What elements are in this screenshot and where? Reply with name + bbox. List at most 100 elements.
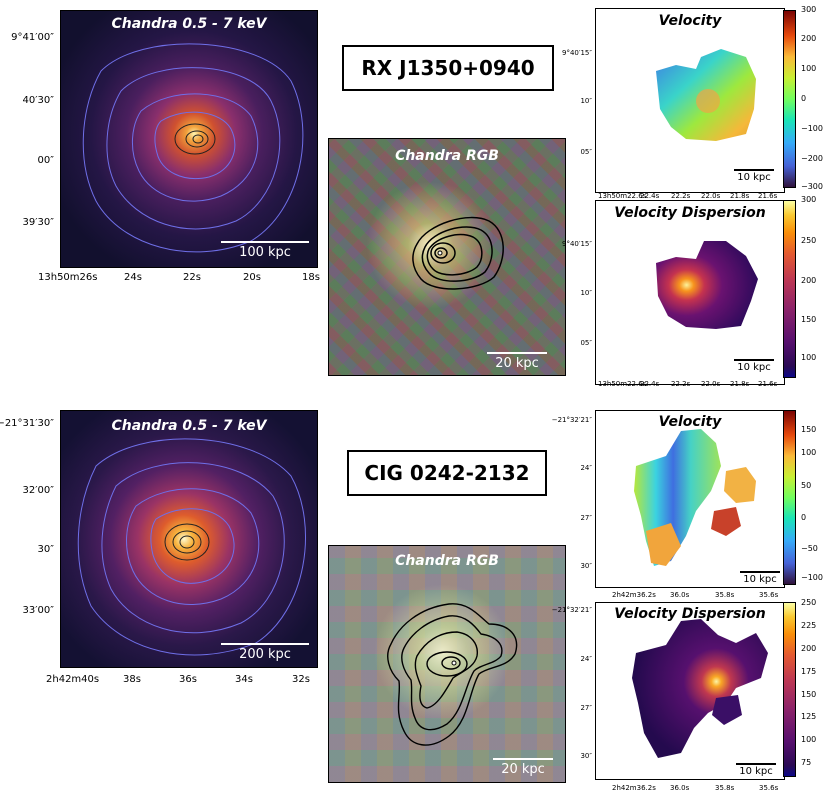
top-dispersion-ra-tick-3: 22.0s bbox=[701, 380, 721, 388]
top-xray-ra-tick-0: 13h50m26s bbox=[38, 272, 98, 283]
bottom-velocity-ra-tick-0: 2h42m36.2s bbox=[612, 591, 656, 599]
bottom-xray-dec-tick-2: 30″ bbox=[37, 544, 54, 555]
scale-line bbox=[221, 643, 309, 645]
scale-line bbox=[734, 359, 774, 361]
top-dispersion-cbar-tick-4: 100 bbox=[801, 353, 817, 362]
top-dispersion-ra-tick-2: 22.2s bbox=[671, 380, 691, 388]
top-dispersion-cbar-tick-0: 300 bbox=[801, 195, 817, 204]
bottom-dispersion-ra-tick-2: 35.8s bbox=[715, 784, 735, 792]
bottom-xray-title: Chandra 0.5 - 7 keV bbox=[111, 418, 267, 434]
top-xray-dec-tick-2: 00″ bbox=[37, 155, 54, 166]
bottom-velocity-blob bbox=[634, 429, 756, 566]
top-dispersion-ra-tick-0: 13h50m22.6s bbox=[598, 380, 647, 388]
top-dispersion-scale-label: 10 kpc bbox=[737, 361, 771, 373]
top-velocity-cbar-tick-1: 200 bbox=[801, 34, 817, 43]
bottom-dispersion-dec-tick-2: 27″ bbox=[580, 704, 592, 712]
bottom-velocity-dec-tick-1: 24″ bbox=[580, 464, 592, 472]
top-xray-ra-tick-2: 22s bbox=[183, 272, 201, 283]
bottom-dispersion-map: Velocity Dispersion 10 kpc bbox=[595, 602, 785, 780]
top-dispersion-cbar-tick-2: 200 bbox=[801, 276, 817, 285]
bottom-rgb-image: Chandra RGB 20 kpc bbox=[328, 545, 566, 783]
top-velocity-colorbar bbox=[783, 10, 796, 188]
bottom-velocity-cbar-tick-4: −50 bbox=[801, 544, 818, 553]
bottom-dispersion-ra-tick-3: 35.6s bbox=[759, 784, 779, 792]
top-velocity-blob bbox=[656, 49, 756, 141]
bottom-velocity-cbar-tick-3: 0 bbox=[801, 513, 807, 522]
top-velocity-ra-tick-4: 21.8s bbox=[730, 192, 750, 200]
bottom-xray-ra-tick-0: 2h42m40s bbox=[46, 674, 100, 685]
top-xray-dec-tick-3: 39′30″ bbox=[22, 217, 54, 228]
bottom-dispersion-cbar-tick-0: 250 bbox=[801, 598, 817, 607]
bottom-dispersion-dec-tick-1: 24″ bbox=[580, 655, 592, 663]
bottom-dispersion-cbar-tick-6: 100 bbox=[801, 735, 817, 744]
bottom-dispersion-ra-tick-0: 2h42m36.2s bbox=[612, 784, 656, 792]
bottom-xray-ra-tick-3: 34s bbox=[235, 674, 253, 685]
bottom-xray-ra-tick-1: 38s bbox=[123, 674, 141, 685]
bottom-dispersion-dec-tick-3: 30″ bbox=[580, 752, 592, 760]
top-rgb-contours bbox=[412, 216, 504, 290]
top-velocity-title: Velocity bbox=[658, 13, 722, 29]
top-xray-dec-tick-1: 40′30″ bbox=[22, 95, 54, 106]
bottom-xray-ra-tick-4: 32s bbox=[292, 674, 310, 685]
top-dispersion-colorbar bbox=[783, 200, 796, 378]
top-velocity-cbar-tick-2: 100 bbox=[801, 64, 817, 73]
top-dispersion-cbar-tick-1: 250 bbox=[801, 236, 817, 245]
bottom-velocity-scale-label: 10 kpc bbox=[743, 573, 777, 585]
bottom-dispersion-blob bbox=[632, 619, 768, 758]
top-dispersion-map: Velocity Dispersion 10 kpc bbox=[595, 200, 785, 385]
bottom-object-name: CIG 0242-2132 bbox=[347, 450, 547, 496]
top-xray-image: Chandra 0.5 - 7 keV 100 kpc bbox=[60, 10, 318, 268]
bottom-velocity-dec-tick-2: 27″ bbox=[580, 514, 592, 522]
top-velocity-cbar-tick-4: −100 bbox=[801, 124, 823, 133]
top-xray-ra-tick-3: 20s bbox=[243, 272, 261, 283]
bottom-rgb-title: Chandra RGB bbox=[395, 553, 499, 569]
bottom-dispersion-cbar-tick-2: 200 bbox=[801, 644, 817, 653]
bottom-velocity-dec-tick-0: −21°32′21″ bbox=[551, 416, 592, 424]
top-rgb-scale-label: 20 kpc bbox=[495, 356, 539, 371]
bottom-velocity-map: Velocity 10 kpc bbox=[595, 410, 785, 588]
bottom-velocity-dec-tick-3: 30″ bbox=[580, 562, 592, 570]
top-rgb-image: Chandra RGB 20 kpc bbox=[328, 138, 566, 376]
top-velocity-dec-tick-1: 10″ bbox=[580, 97, 592, 105]
top-xray-scalebar: 100 kpc bbox=[221, 241, 309, 260]
scale-line bbox=[736, 763, 776, 765]
bottom-rgb-contours bbox=[387, 603, 518, 746]
bottom-velocity-cbar-tick-5: −100 bbox=[801, 573, 823, 582]
top-velocity-cbar-tick-3: 0 bbox=[801, 94, 807, 103]
scale-line bbox=[740, 571, 780, 573]
bottom-dispersion-cbar-tick-1: 225 bbox=[801, 621, 817, 630]
bottom-xray-image: Chandra 0.5 - 7 keV 200 kpc bbox=[60, 410, 318, 668]
bottom-dispersion-dec-tick-0: −21°32′21″ bbox=[551, 606, 592, 614]
bottom-xray-scalebar: 200 kpc bbox=[221, 643, 309, 662]
top-dispersion-ra-tick-5: 21.6s bbox=[758, 380, 778, 388]
top-dispersion-dec-tick-2: 05″ bbox=[580, 339, 592, 347]
top-xray-scale-label: 100 kpc bbox=[239, 245, 291, 260]
scale-line bbox=[487, 352, 547, 354]
top-dispersion-title: Velocity Dispersion bbox=[614, 205, 766, 221]
bottom-xray-scale-label: 200 kpc bbox=[239, 647, 291, 662]
top-velocity-ra-tick-2: 22.2s bbox=[671, 192, 691, 200]
top-dispersion-scalebar: 10 kpc bbox=[734, 359, 774, 373]
bottom-velocity-title: Velocity bbox=[658, 414, 722, 430]
top-velocity-ra-tick-5: 21.6s bbox=[758, 192, 778, 200]
bottom-dispersion-cbar-tick-7: 75 bbox=[801, 758, 812, 767]
scale-line bbox=[493, 758, 553, 760]
bottom-velocity-cbar-tick-2: 50 bbox=[801, 481, 812, 490]
bottom-velocity-colorbar bbox=[783, 410, 796, 585]
top-velocity-cbar-tick-6: −300 bbox=[801, 182, 823, 191]
bottom-dispersion-ra-tick-1: 36.0s bbox=[670, 784, 690, 792]
top-velocity-ra-tick-0: 13h50m22.6s bbox=[598, 192, 647, 200]
top-object-name: RX J1350+0940 bbox=[342, 45, 554, 91]
bottom-rgb-scale-label: 20 kpc bbox=[501, 762, 545, 777]
bottom-dispersion-cbar-tick-5: 125 bbox=[801, 712, 817, 721]
bottom-velocity-ra-tick-2: 35.8s bbox=[715, 591, 735, 599]
top-velocity-ra-tick-1: 22.4s bbox=[640, 192, 660, 200]
top-velocity-cbar-tick-0: 300 bbox=[801, 5, 817, 14]
top-dispersion-ra-tick-1: 22.4s bbox=[640, 380, 660, 388]
top-xray-dec-tick-0: 9°41′00″ bbox=[11, 32, 54, 43]
top-velocity-dec-tick-0: 9°40′15″ bbox=[562, 49, 592, 57]
bottom-xray-dec-tick-3: 33′00″ bbox=[22, 605, 54, 616]
top-dispersion-blob bbox=[656, 241, 758, 329]
top-velocity-cbar-tick-5: −200 bbox=[801, 154, 823, 163]
top-velocity-scale-label: 10 kpc bbox=[737, 171, 771, 183]
